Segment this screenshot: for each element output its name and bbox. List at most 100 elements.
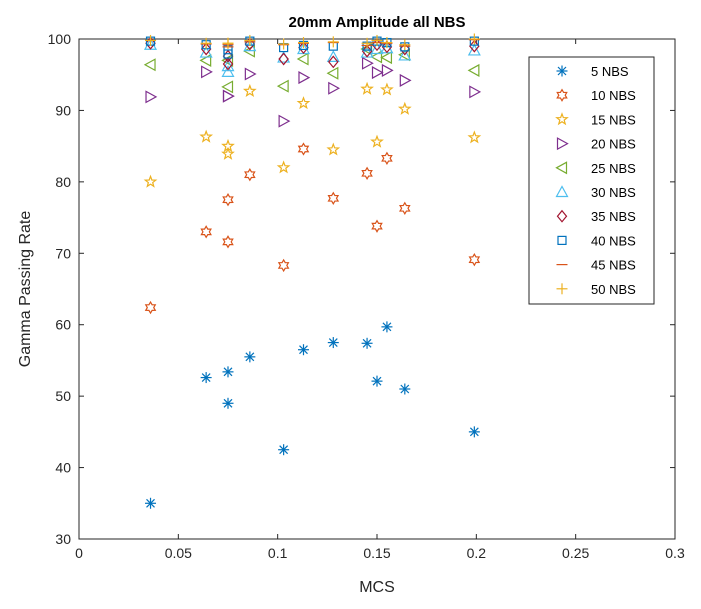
x-tick-label: 0.3 xyxy=(665,545,685,561)
data-point xyxy=(222,397,234,409)
data-point xyxy=(326,142,341,156)
legend-label: 25 NBS xyxy=(591,161,636,176)
data-point xyxy=(468,426,480,438)
data-point xyxy=(327,36,339,48)
data-point xyxy=(297,344,309,356)
data-point xyxy=(327,337,339,349)
data-point xyxy=(143,58,156,72)
data-point xyxy=(145,36,156,50)
legend-marker xyxy=(556,209,568,223)
data-point xyxy=(469,85,482,99)
series-2 xyxy=(144,142,481,315)
data-point xyxy=(298,71,311,85)
data-point xyxy=(222,37,234,49)
series-4 xyxy=(145,56,482,128)
data-point xyxy=(276,160,291,174)
legend-box xyxy=(528,56,655,305)
y-tick-label: 60 xyxy=(55,317,71,333)
y-tick-label: 90 xyxy=(55,102,71,118)
data-point xyxy=(278,114,291,128)
data-point xyxy=(371,375,383,387)
data-point xyxy=(380,82,394,96)
data-point xyxy=(399,42,411,56)
data-point xyxy=(361,337,373,349)
data-point xyxy=(199,129,214,143)
legend-marker xyxy=(555,112,569,126)
y-tick-label: 100 xyxy=(48,31,72,47)
data-point xyxy=(222,193,234,207)
legend-label: 20 NBS xyxy=(591,137,636,152)
data-point xyxy=(296,96,311,110)
x-tick-label: 0.1 xyxy=(268,545,288,561)
data-marks xyxy=(143,33,482,509)
data-point xyxy=(222,235,234,249)
legend-marker xyxy=(555,161,568,175)
x-tick-label: 0.2 xyxy=(467,545,487,561)
data-point xyxy=(326,50,340,62)
data-point xyxy=(326,66,339,80)
data-point xyxy=(145,90,158,104)
data-point xyxy=(328,81,341,95)
data-point xyxy=(397,101,412,115)
data-point xyxy=(371,34,383,46)
data-point xyxy=(200,372,212,384)
data-point xyxy=(370,134,384,148)
data-point xyxy=(381,321,393,333)
legend-marker xyxy=(557,235,567,245)
data-point xyxy=(222,89,235,103)
data-point xyxy=(244,67,257,81)
data-point xyxy=(468,33,480,45)
data-point xyxy=(242,83,257,97)
legend-marker xyxy=(555,185,569,198)
x-tick-label: 0.15 xyxy=(363,545,390,561)
legend: 5 NBS 10 NBS 15 NBS 20 NBS 25 NBS 30 NBS 35 NB… xyxy=(528,56,655,305)
data-point xyxy=(297,37,309,49)
data-point xyxy=(200,37,212,49)
data-point xyxy=(222,366,234,378)
series-10 xyxy=(145,33,480,51)
data-point xyxy=(467,130,482,144)
data-point xyxy=(380,51,393,65)
data-point xyxy=(371,66,384,80)
data-point xyxy=(144,300,157,315)
data-point xyxy=(381,151,393,165)
chart-title: 20mm Amplitude all NBS xyxy=(289,14,466,31)
legend-label: 10 NBS xyxy=(591,88,636,103)
data-point xyxy=(381,63,394,77)
data-point xyxy=(221,65,235,77)
data-point xyxy=(469,39,480,53)
data-point xyxy=(371,219,383,233)
data-point xyxy=(398,48,412,61)
data-point xyxy=(361,44,373,58)
data-point xyxy=(361,37,373,49)
data-point xyxy=(278,52,289,66)
axes-ticks: 0 0.05 0.1 0.15 0.2 0.25 0.3 30 40 50 60 70 80 90 100 xyxy=(48,31,685,561)
data-point xyxy=(297,142,310,156)
data-point xyxy=(468,253,481,267)
data-point xyxy=(296,52,309,66)
y-tick-label: 50 xyxy=(55,388,71,404)
data-point xyxy=(200,42,212,56)
data-point xyxy=(361,56,374,70)
data-point xyxy=(221,138,235,152)
data-point xyxy=(244,168,256,182)
legend-label: 30 NBS xyxy=(591,185,636,200)
data-point xyxy=(328,55,339,69)
y-tick-label: 80 xyxy=(55,174,71,190)
data-point xyxy=(467,43,481,56)
data-point xyxy=(200,225,212,239)
y-tick-label: 40 xyxy=(55,460,71,476)
data-point xyxy=(399,201,411,215)
data-point xyxy=(222,57,234,71)
data-point xyxy=(278,444,290,456)
legend-marker xyxy=(556,137,569,151)
series-3 xyxy=(143,81,482,188)
data-point xyxy=(221,146,235,160)
data-point xyxy=(298,41,309,55)
legend-label: 45 NBS xyxy=(591,258,636,273)
data-point xyxy=(381,37,393,49)
series-1 xyxy=(145,321,480,509)
data-point xyxy=(399,383,411,395)
data-point xyxy=(399,39,411,51)
